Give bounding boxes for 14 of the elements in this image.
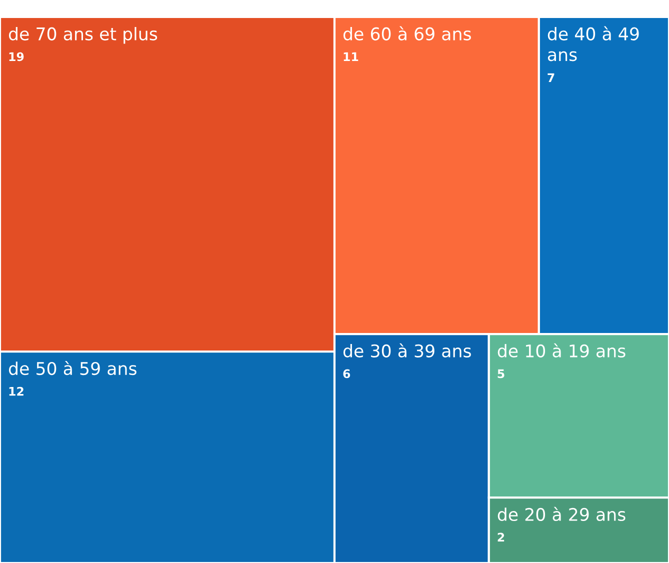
category-label: de 10 à 19 ans bbox=[498, 343, 626, 358]
data-label: 5 bbox=[498, 369, 504, 378]
data-label: 12 bbox=[9, 386, 24, 396]
category-label: de 30 à 39 ans bbox=[343, 343, 471, 358]
category-label: de 70 ans et plus bbox=[8, 27, 158, 44]
data-label: 11 bbox=[344, 52, 358, 61]
category-label: de 40 à 49 ans bbox=[548, 26, 639, 62]
category-label: de 20 à 29 ans bbox=[498, 506, 626, 522]
data-label: 2 bbox=[498, 532, 504, 542]
category-label: de 60 à 69 ans bbox=[343, 26, 471, 40]
category-label: de 50 à 59 ans bbox=[8, 360, 136, 376]
data-label: 7 bbox=[548, 73, 554, 82]
data-label: 6 bbox=[343, 369, 350, 378]
data-label: 19 bbox=[9, 52, 24, 62]
